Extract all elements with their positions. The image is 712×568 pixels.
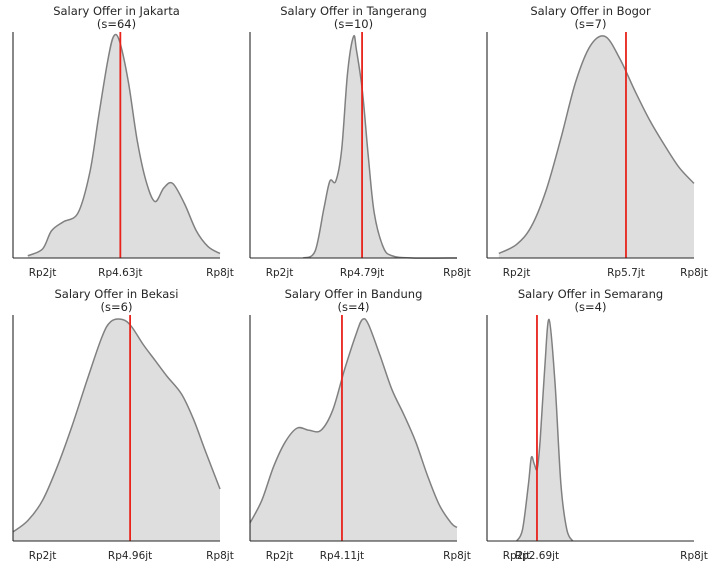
median-tick-label: Rp4.79jt (340, 267, 384, 279)
panel: Salary Offer in Bekasi(s=6) Rp2jt Rp8jt Rp4… (12, 287, 234, 562)
x-tick-label: Rp8jt (206, 267, 234, 279)
density-line (498, 35, 695, 255)
density-area (498, 35, 694, 259)
x-tick-label: Rp8jt (680, 267, 708, 279)
median-tick-label: Rp4.11jt (320, 550, 364, 562)
x-tick-label: Rp2jt (503, 550, 531, 562)
chart-title: Salary Offer in Tangerang (280, 4, 427, 18)
chart-title: Salary Offer in Bandung (285, 287, 423, 301)
chart-subtitle: (s=4) (338, 300, 370, 314)
panel: Salary Offer in Tangerang(s=10) Rp2jt Rp8j… (249, 4, 471, 279)
x-tick-label: Rp2jt (29, 267, 57, 279)
median-tick-label: Rp2.69jt (515, 550, 559, 562)
x-tick-label: Rp8jt (443, 550, 471, 562)
density-line (249, 317, 458, 529)
density-area (250, 318, 457, 541)
x-tick-label: Rp2jt (266, 267, 294, 279)
median-tick-label: Rp4.96jt (108, 550, 152, 562)
chart-subtitle: (s=4) (575, 300, 607, 314)
panel: Salary Offer in Semarang(s=4) Rp2jt Rp8jt R… (486, 287, 708, 562)
chart-title: Salary Offer in Bekasi (54, 287, 178, 301)
x-tick-label: Rp8jt (680, 550, 708, 562)
x-tick-label: Rp8jt (443, 267, 471, 279)
chart-subtitle: (s=10) (334, 17, 373, 31)
x-tick-label: Rp8jt (206, 550, 234, 562)
chart-title: Salary Offer in Semarang (518, 287, 663, 301)
panel: Salary Offer in Jakarta(s=64) Rp2jt Rp8jt R… (12, 4, 234, 279)
density-line (12, 318, 221, 533)
chart-subtitle: (s=64) (97, 17, 136, 31)
panel: Salary Offer in Bogor(s=7) Rp2jt Rp8jt Rp5.… (486, 4, 708, 279)
chart-subtitle: (s=6) (101, 300, 133, 314)
density-line (302, 34, 458, 259)
median-tick-label: Rp4.63jt (98, 267, 142, 279)
x-tick-label: Rp2jt (503, 267, 531, 279)
chart-title: Salary Offer in Bogor (530, 4, 651, 18)
chart-subtitle: (s=7) (575, 17, 607, 31)
x-tick-label: Rp2jt (266, 550, 294, 562)
x-tick-label: Rp2jt (29, 550, 57, 562)
density-line (27, 33, 221, 257)
density-area (303, 35, 457, 259)
density-area (516, 319, 573, 541)
panel: Salary Offer in Bandung(s=4) Rp2jt Rp8jt Rp… (249, 287, 471, 562)
median-tick-label: Rp5.7jt (607, 267, 645, 279)
density-line (515, 318, 574, 542)
chart-title: Salary Offer in Jakarta (53, 4, 180, 18)
density-area (13, 319, 220, 541)
density-area (27, 34, 220, 258)
